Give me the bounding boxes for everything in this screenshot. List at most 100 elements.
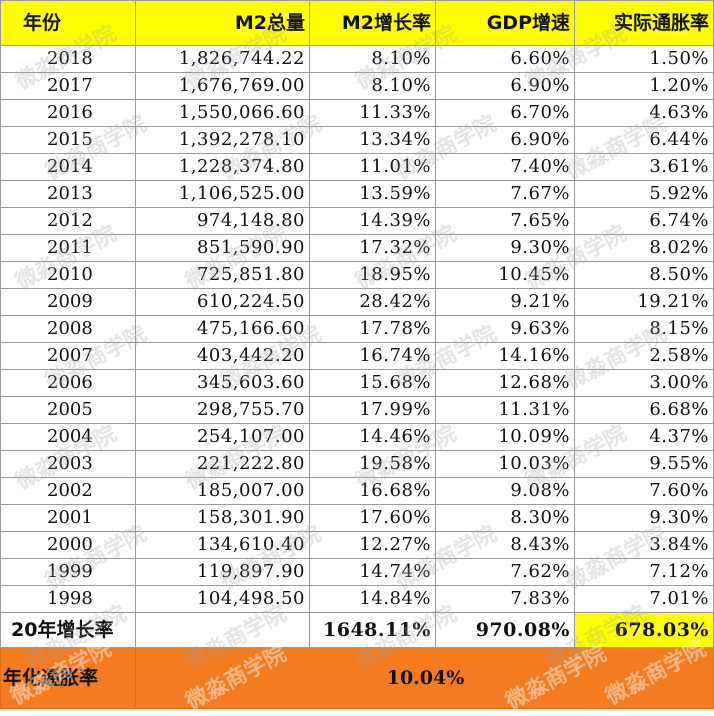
cell-year[interactable]: 2015 (0, 126, 136, 154)
cell-real-inflation[interactable]: 9.55% (574, 450, 714, 478)
cell-m2-growth[interactable]: 11.33% (309, 99, 436, 127)
cell-gdp-growth[interactable]: 8.30% (435, 504, 575, 532)
cell-gdp-growth[interactable]: 10.45% (435, 261, 575, 289)
cell-gdp-growth[interactable]: 10.09% (435, 423, 575, 451)
cell-m2-growth[interactable]: 14.46% (309, 423, 436, 451)
cell-year[interactable]: 2000 (0, 531, 136, 559)
cell-m2-total[interactable]: 403,442.20 (135, 342, 310, 370)
cell-real-inflation[interactable]: 8.50% (574, 261, 714, 289)
cell-gdp-growth[interactable]: 7.67% (435, 180, 575, 208)
cell-m2-growth[interactable]: 15.68% (309, 369, 436, 397)
cell-real-inflation[interactable]: 6.74% (574, 207, 714, 235)
cell-gdp-growth[interactable]: 8.43% (435, 531, 575, 559)
cell-m2-total[interactable]: 1,228,374.80 (135, 153, 310, 181)
cell-real-inflation[interactable]: 3.84% (574, 531, 714, 559)
cell-m2-growth[interactable]: 18.95% (309, 261, 436, 289)
cell-m2-growth[interactable]: 11.01% (309, 153, 436, 181)
cell-m2-total[interactable]: 725,851.80 (135, 261, 310, 289)
cell-real-inflation[interactable]: 3.00% (574, 369, 714, 397)
cell-real-inflation[interactable]: 6.68% (574, 396, 714, 424)
cell-gdp-growth[interactable]: 14.16% (435, 342, 575, 370)
cell-year[interactable]: 2010 (0, 261, 136, 289)
cell-gdp-growth[interactable]: 7.40% (435, 153, 575, 181)
cell-m2-total[interactable]: 610,224.50 (135, 288, 310, 316)
cell-real-inflation[interactable]: 4.37% (574, 423, 714, 451)
cell-m2-total[interactable]: 1,826,744.22 (135, 45, 310, 73)
cell-year[interactable]: 2008 (0, 315, 136, 343)
annual-inflation-value[interactable]: 10.04% (135, 647, 714, 709)
cell-real-inflation[interactable]: 8.15% (574, 315, 714, 343)
total-empty-cell[interactable] (135, 612, 310, 648)
cell-m2-growth[interactable]: 17.32% (309, 234, 436, 262)
cell-year[interactable]: 2009 (0, 288, 136, 316)
cell-m2-growth[interactable]: 16.68% (309, 477, 436, 505)
cell-gdp-growth[interactable]: 11.31% (435, 396, 575, 424)
cell-real-inflation[interactable]: 4.63% (574, 99, 714, 127)
cell-m2-total[interactable]: 185,007.00 (135, 477, 310, 505)
cell-m2-growth[interactable]: 17.78% (309, 315, 436, 343)
cell-m2-growth[interactable]: 8.10% (309, 45, 436, 73)
cell-gdp-growth[interactable]: 6.70% (435, 99, 575, 127)
cell-year[interactable]: 2012 (0, 207, 136, 235)
cell-year[interactable]: 2006 (0, 369, 136, 397)
cell-real-inflation[interactable]: 1.20% (574, 72, 714, 100)
cell-m2-growth[interactable]: 13.59% (309, 180, 436, 208)
header-real-inflation[interactable]: 实际通胀率 (574, 0, 714, 46)
cell-year[interactable]: 2003 (0, 450, 136, 478)
cell-year[interactable]: 2011 (0, 234, 136, 262)
cell-real-inflation[interactable]: 2.58% (574, 342, 714, 370)
cell-m2-total[interactable]: 298,755.70 (135, 396, 310, 424)
cell-gdp-growth[interactable]: 9.08% (435, 477, 575, 505)
cell-m2-growth[interactable]: 17.60% (309, 504, 436, 532)
cell-year[interactable]: 2007 (0, 342, 136, 370)
cell-gdp-growth[interactable]: 9.21% (435, 288, 575, 316)
cell-gdp-growth[interactable]: 12.68% (435, 369, 575, 397)
cell-year[interactable]: 2016 (0, 99, 136, 127)
cell-m2-total[interactable]: 221,222.80 (135, 450, 310, 478)
cell-m2-total[interactable]: 475,166.60 (135, 315, 310, 343)
cell-year[interactable]: 1998 (0, 585, 136, 613)
cell-real-inflation[interactable]: 8.02% (574, 234, 714, 262)
cell-m2-total[interactable]: 119,897.90 (135, 558, 310, 586)
cell-real-inflation[interactable]: 1.50% (574, 45, 714, 73)
cell-year[interactable]: 2013 (0, 180, 136, 208)
cell-real-inflation[interactable]: 3.61% (574, 153, 714, 181)
cell-m2-total[interactable]: 1,550,066.60 (135, 99, 310, 127)
cell-m2-total[interactable]: 1,106,525.00 (135, 180, 310, 208)
cell-m2-total[interactable]: 104,498.50 (135, 585, 310, 613)
cell-year[interactable]: 2017 (0, 72, 136, 100)
cell-year[interactable]: 1999 (0, 558, 136, 586)
header-m2-growth[interactable]: M2增长率 (309, 0, 436, 46)
cell-gdp-growth[interactable]: 7.83% (435, 585, 575, 613)
cell-real-inflation[interactable]: 6.44% (574, 126, 714, 154)
cell-real-inflation[interactable]: 19.21% (574, 288, 714, 316)
cell-year[interactable]: 2002 (0, 477, 136, 505)
cell-real-inflation[interactable]: 9.30% (574, 504, 714, 532)
total-growth-label[interactable]: 20年增长率 (0, 612, 136, 648)
cell-m2-growth[interactable]: 14.39% (309, 207, 436, 235)
header-year[interactable]: 年份 (0, 0, 136, 46)
cell-m2-growth[interactable]: 14.84% (309, 585, 436, 613)
cell-m2-total[interactable]: 1,676,769.00 (135, 72, 310, 100)
cell-gdp-growth[interactable]: 7.62% (435, 558, 575, 586)
total-inflation[interactable]: 678.03% (574, 612, 714, 648)
cell-m2-total[interactable]: 158,301.90 (135, 504, 310, 532)
cell-gdp-growth[interactable]: 6.90% (435, 72, 575, 100)
cell-real-inflation[interactable]: 5.92% (574, 180, 714, 208)
header-m2-total[interactable]: M2总量 (135, 0, 310, 46)
cell-real-inflation[interactable]: 7.60% (574, 477, 714, 505)
cell-m2-total[interactable]: 134,610.40 (135, 531, 310, 559)
cell-year[interactable]: 2004 (0, 423, 136, 451)
cell-m2-total[interactable]: 974,148.80 (135, 207, 310, 235)
cell-m2-total[interactable]: 851,590.90 (135, 234, 310, 262)
cell-m2-growth[interactable]: 13.34% (309, 126, 436, 154)
cell-m2-total[interactable]: 254,107.00 (135, 423, 310, 451)
cell-m2-growth[interactable]: 16.74% (309, 342, 436, 370)
total-m2-growth[interactable]: 1648.11% (309, 612, 436, 648)
cell-m2-growth[interactable]: 8.10% (309, 72, 436, 100)
cell-real-inflation[interactable]: 7.12% (574, 558, 714, 586)
cell-real-inflation[interactable]: 7.01% (574, 585, 714, 613)
cell-gdp-growth[interactable]: 10.03% (435, 450, 575, 478)
cell-year[interactable]: 2018 (0, 45, 136, 73)
cell-year[interactable]: 2001 (0, 504, 136, 532)
